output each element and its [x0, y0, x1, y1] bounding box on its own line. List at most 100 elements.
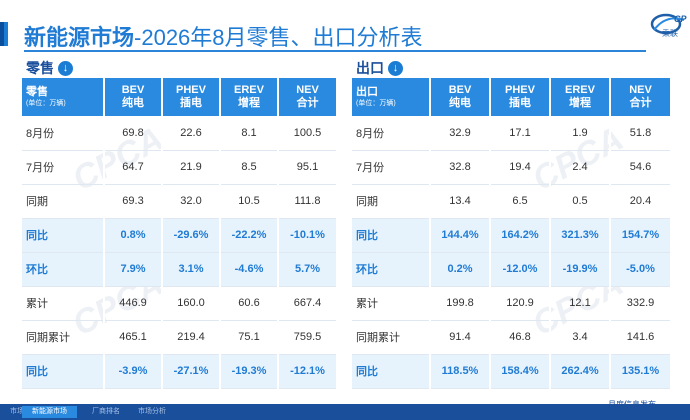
export-table-row: 环比 0.2% -12.0% -19.9% -5.0% — [352, 252, 670, 286]
row-label: 环比 — [352, 252, 430, 286]
down-arrow-icon: ↓ — [58, 60, 73, 76]
footer-release-note: 月度信息发布 — [608, 400, 656, 409]
table-cell: 13.4 — [429, 184, 490, 218]
export-header-label-cell: 出口 (单位：万辆) — [352, 78, 430, 116]
retail-table-row: 环比 7.9% 3.1% -4.6% 5.7% — [22, 252, 336, 286]
logo-text: 乘联 — [662, 29, 678, 38]
page-title: 新能源市场-2026年8月零售、出口分析表 — [24, 20, 423, 52]
table-cell: 3.4 — [549, 320, 610, 354]
footer-tab-market-analysis[interactable]: 市场分析 — [138, 408, 166, 415]
page-title-sub: -2026年8月零售、出口分析表 — [134, 25, 423, 50]
row-label: 同比 — [22, 218, 104, 252]
table-cell: 144.4% — [429, 218, 490, 252]
table-cell: -22.2% — [219, 218, 278, 252]
column-name: 增程 — [238, 97, 260, 109]
export-table-row: 7月份 32.8 19.4 2.4 54.6 — [352, 150, 670, 184]
table-cell: -12.0% — [489, 252, 550, 286]
table-cell: 32.8 — [429, 150, 490, 184]
table-cell: 95.1 — [277, 150, 336, 184]
column-name: 插电 — [509, 97, 531, 109]
table-cell: 6.5 — [489, 184, 550, 218]
table-cell: 69.3 — [103, 184, 162, 218]
retail-table-row: 累计 446.9 160.0 60.6 667.4 — [22, 286, 336, 320]
column-name: 合计 — [296, 97, 319, 109]
retail-table: 零售 (单位：万辆) BEV 纯电 PHEV 插电 EREV 增程 NEV 合计 8月份 69.8… — [22, 78, 336, 389]
table-cell: 69.8 — [103, 116, 162, 150]
table-cell: 20.4 — [609, 184, 670, 218]
export-section-text: 出口 — [356, 60, 384, 76]
retail-column-header: NEV 合计 — [277, 78, 336, 116]
row-label: 环比 — [22, 252, 104, 286]
export-table-row: 同比 144.4% 164.2% 321.3% 154.7% — [352, 218, 670, 252]
table-cell: 32.9 — [429, 116, 490, 150]
export-table-row: 同期累计 91.4 46.8 3.4 141.6 — [352, 320, 670, 354]
table-cell: 160.0 — [161, 286, 220, 320]
table-cell: -19.3% — [219, 354, 278, 388]
export-section-label: 出口 ↓ — [356, 58, 403, 78]
row-label: 累计 — [356, 298, 378, 310]
retail-table-row: 8月份 69.8 22.6 8.1 100.5 — [22, 116, 336, 150]
table-cell: 51.8 — [609, 116, 670, 150]
export-column-header: NEV 合计 — [609, 78, 670, 116]
table-cell: 111.8 — [277, 184, 336, 218]
table-cell: -12.1% — [277, 354, 336, 388]
retail-table-row: 同期累计 465.1 219.4 75.1 759.5 — [22, 320, 336, 354]
table-cell: 219.4 — [161, 320, 220, 354]
row-label: 同比 — [22, 354, 104, 388]
title-underline — [24, 50, 646, 52]
footer-tab-market[interactable]: 市场 — [10, 408, 24, 415]
retail-section-text: 零售 — [26, 60, 54, 76]
title-accent-bar — [0, 22, 8, 46]
table-cell: 3.1% — [161, 252, 220, 286]
column-name: 插电 — [180, 97, 202, 109]
export-header-row: 出口 (单位：万辆) BEV 纯电 PHEV 插电 EREV 增程 NEV 合计 — [352, 78, 670, 116]
retail-header-label-cell: 零售 (单位：万辆) — [22, 78, 104, 116]
table-cell: 135.1% — [609, 354, 670, 388]
table-cell: -10.1% — [277, 218, 336, 252]
table-cell: 54.6 — [609, 150, 670, 184]
table-cell: 0.5 — [549, 184, 610, 218]
footer-tab-nev-market[interactable]: 新能源市场 — [22, 406, 77, 418]
table-cell: 0.2% — [429, 252, 490, 286]
row-label: 同期累计 — [26, 332, 70, 344]
down-arrow-icon: ↓ — [388, 60, 403, 76]
table-cell: 7.9% — [103, 252, 162, 286]
table-cell: 759.5 — [277, 320, 336, 354]
column-code: BEV — [121, 84, 145, 96]
export-column-header: BEV 纯电 — [429, 78, 490, 116]
table-cell: -27.1% — [161, 354, 220, 388]
table-cell: 8.5 — [219, 150, 278, 184]
row-label: 同比 — [352, 218, 430, 252]
table-cell: -4.6% — [219, 252, 278, 286]
export-table-row: 8月份 32.9 17.1 1.9 51.8 — [352, 116, 670, 150]
retail-header-label: 零售 — [26, 86, 48, 98]
retail-table-row: 同比 -3.9% -27.1% -19.3% -12.1% — [22, 354, 336, 388]
retail-header-row: 零售 (单位：万辆) BEV 纯电 PHEV 插电 EREV 增程 NEV 合计 — [22, 78, 336, 116]
column-name: 纯电 — [122, 97, 144, 109]
table-cell: 667.4 — [277, 286, 336, 320]
table-cell: 8.1 — [219, 116, 278, 150]
column-code: EREV — [234, 84, 264, 96]
table-cell: 5.7% — [277, 252, 336, 286]
table-cell: 141.6 — [609, 320, 670, 354]
table-cell: 332.9 — [609, 286, 670, 320]
table-cell: 22.6 — [161, 116, 220, 150]
table-cell: 118.5% — [429, 354, 490, 388]
table-cell: 32.0 — [161, 184, 220, 218]
footer-tab-maker-ranking[interactable]: 厂商排名 — [92, 408, 120, 415]
table-cell: 12.1 — [549, 286, 610, 320]
cpca-logo-icon: CP — [650, 13, 687, 35]
table-cell: 1.9 — [549, 116, 610, 150]
column-code: BEV — [448, 84, 472, 96]
row-label: 8月份 — [26, 127, 55, 140]
table-cell: 321.3% — [549, 218, 610, 252]
row-label: 7月份 — [26, 162, 55, 174]
export-table-row: 同比 118.5% 158.4% 262.4% 135.1% — [352, 354, 670, 388]
retail-column-header: BEV 纯电 — [103, 78, 162, 116]
export-table-row: 累计 199.8 120.9 12.1 332.9 — [352, 286, 670, 320]
table-cell: 60.6 — [219, 286, 278, 320]
export-column-header: EREV 增程 — [549, 78, 610, 116]
table-cell: 2.4 — [549, 150, 610, 184]
table-cell: 120.9 — [489, 286, 550, 320]
table-cell: 164.2% — [489, 218, 550, 252]
